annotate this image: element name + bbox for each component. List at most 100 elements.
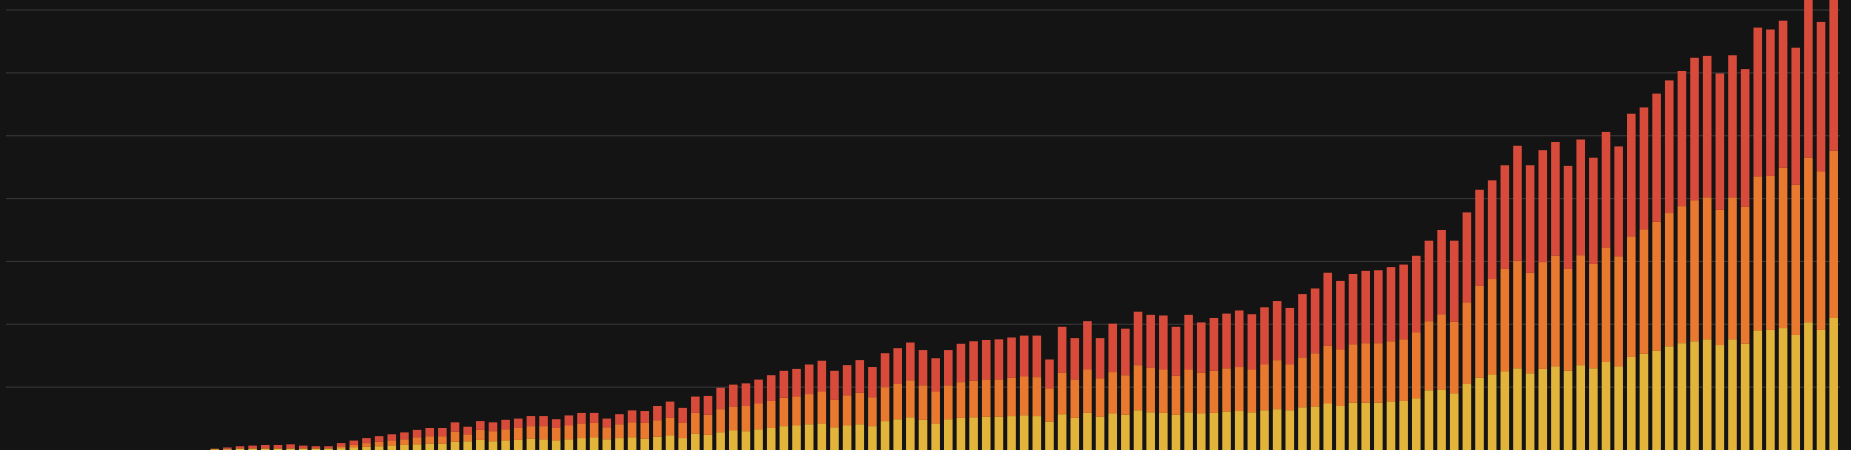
bar-segment-bottom	[400, 444, 409, 450]
bar-segment-middle	[728, 406, 738, 431]
bar-segment-middle	[1639, 229, 1649, 354]
bar-segment-top	[969, 341, 978, 381]
bar-segment-middle	[1462, 302, 1472, 384]
bar-segment-top	[1551, 142, 1560, 256]
bar-segment-middle	[1538, 262, 1548, 369]
bar-segment-bottom	[438, 443, 447, 450]
bar-segment-bottom	[741, 431, 751, 450]
bar-segment-bottom	[1487, 374, 1497, 450]
bar-segment-bottom	[1614, 366, 1623, 450]
bar-segment-bottom	[931, 423, 940, 450]
bar-segment-bottom	[716, 432, 725, 450]
bar-segment-middle	[1804, 157, 1813, 323]
bar-segment-bottom	[1348, 402, 1358, 450]
bar-segment-bottom	[944, 419, 953, 450]
bar-segment-middle	[627, 422, 637, 438]
bar-segment-bottom	[1108, 413, 1118, 450]
bar-segment-top	[1728, 55, 1737, 198]
bar-segment-middle	[1209, 370, 1219, 413]
bar-segment-top	[1285, 307, 1295, 365]
bar-segment-middle	[1196, 372, 1206, 414]
bar-segment-top	[260, 444, 270, 449]
bar-segment-middle	[1753, 176, 1763, 331]
bar-segment-top	[653, 406, 662, 421]
bar-segment-top	[551, 419, 561, 428]
bar-segment-middle	[1411, 332, 1421, 399]
bar-segment-top	[1639, 107, 1649, 230]
bar-segment-bottom	[1513, 368, 1522, 450]
bar-segment-middle	[868, 397, 877, 427]
bar-segment-top	[374, 436, 384, 442]
bar-segment-middle	[273, 448, 283, 449]
bar-segment-middle	[1336, 349, 1345, 406]
bar-segment-middle	[804, 394, 814, 425]
bar-segment-middle	[1791, 184, 1801, 335]
bar-segment-top	[526, 416, 536, 427]
bar-segment-bottom	[703, 434, 713, 450]
bar-segment-top	[1083, 321, 1092, 370]
bar-segment-bottom	[1336, 406, 1345, 450]
bar-segment-middle	[589, 422, 599, 438]
bar-segment-middle	[1133, 365, 1143, 411]
bar-segment-middle	[830, 399, 839, 428]
bar-segment-top	[513, 418, 523, 428]
bar-segment-middle	[1829, 150, 1838, 318]
bar-segment-middle	[412, 437, 422, 445]
bar-segment-middle	[501, 429, 510, 441]
bar-segment-bottom	[1601, 362, 1611, 450]
bar-segment-top	[1475, 189, 1484, 286]
bar-segment-bottom	[1538, 368, 1548, 450]
bar-segment-middle	[1298, 357, 1307, 408]
bar-segment-top	[1348, 274, 1358, 345]
bar-segment-middle	[248, 448, 257, 449]
bar-segment-bottom	[425, 443, 435, 450]
bar-segment-middle	[1702, 197, 1712, 340]
bar-segment-top	[387, 434, 397, 441]
bar-segment-bottom	[1171, 414, 1181, 450]
bar-segment-top	[1019, 335, 1029, 377]
bar-segment-middle	[438, 436, 447, 444]
bar-segment-bottom	[1007, 416, 1016, 450]
bar-segment-middle	[1652, 221, 1661, 351]
bar-segment-middle	[1171, 375, 1181, 415]
bar-segment-top	[754, 379, 763, 404]
bar-segment-middle	[1487, 279, 1497, 375]
bar-segment-middle	[1399, 339, 1408, 401]
bar-segment-top	[1702, 55, 1712, 198]
bar-segment-middle	[653, 420, 662, 437]
bar-segment-middle	[880, 387, 890, 422]
bar-segment-middle	[779, 397, 789, 427]
bar-segment-bottom	[286, 448, 295, 450]
bar-segment-top	[918, 350, 928, 386]
bar-segment-top	[906, 342, 915, 381]
bar-segment-bottom	[1424, 390, 1434, 450]
bar-segment-bottom	[1121, 414, 1130, 450]
bar-segment-bottom	[1070, 417, 1080, 450]
bar-segment-top	[830, 370, 839, 400]
bar-segment-middle	[602, 427, 612, 440]
bar-segment-bottom	[311, 448, 321, 450]
bar-segment-top	[1525, 165, 1535, 273]
bar-segment-bottom	[476, 439, 485, 450]
bar-segment-top	[1070, 338, 1080, 380]
bar-segment-top	[1234, 310, 1244, 368]
bar-segment-top	[564, 415, 574, 426]
bar-segment-bottom	[880, 421, 890, 450]
bar-segment-bottom	[539, 439, 548, 450]
bar-segment-middle	[1513, 260, 1522, 369]
bar-segment-bottom	[1525, 373, 1535, 450]
bar-segment-middle	[488, 431, 498, 442]
bar-segment-middle	[513, 428, 523, 440]
bar-segment-top	[766, 375, 776, 401]
bar-segment-bottom	[1715, 345, 1725, 450]
bar-segment-bottom	[1057, 414, 1067, 450]
bar-segment-bottom	[298, 448, 308, 450]
bar-segment-middle	[1601, 247, 1611, 362]
bar-segment-bottom	[627, 437, 637, 450]
bar-segment-bottom	[362, 446, 371, 450]
bar-segment-middle	[1563, 268, 1573, 371]
bar-segment-top	[412, 429, 422, 438]
bar-segment-top	[1449, 240, 1459, 322]
bar-segment-bottom	[817, 423, 827, 450]
